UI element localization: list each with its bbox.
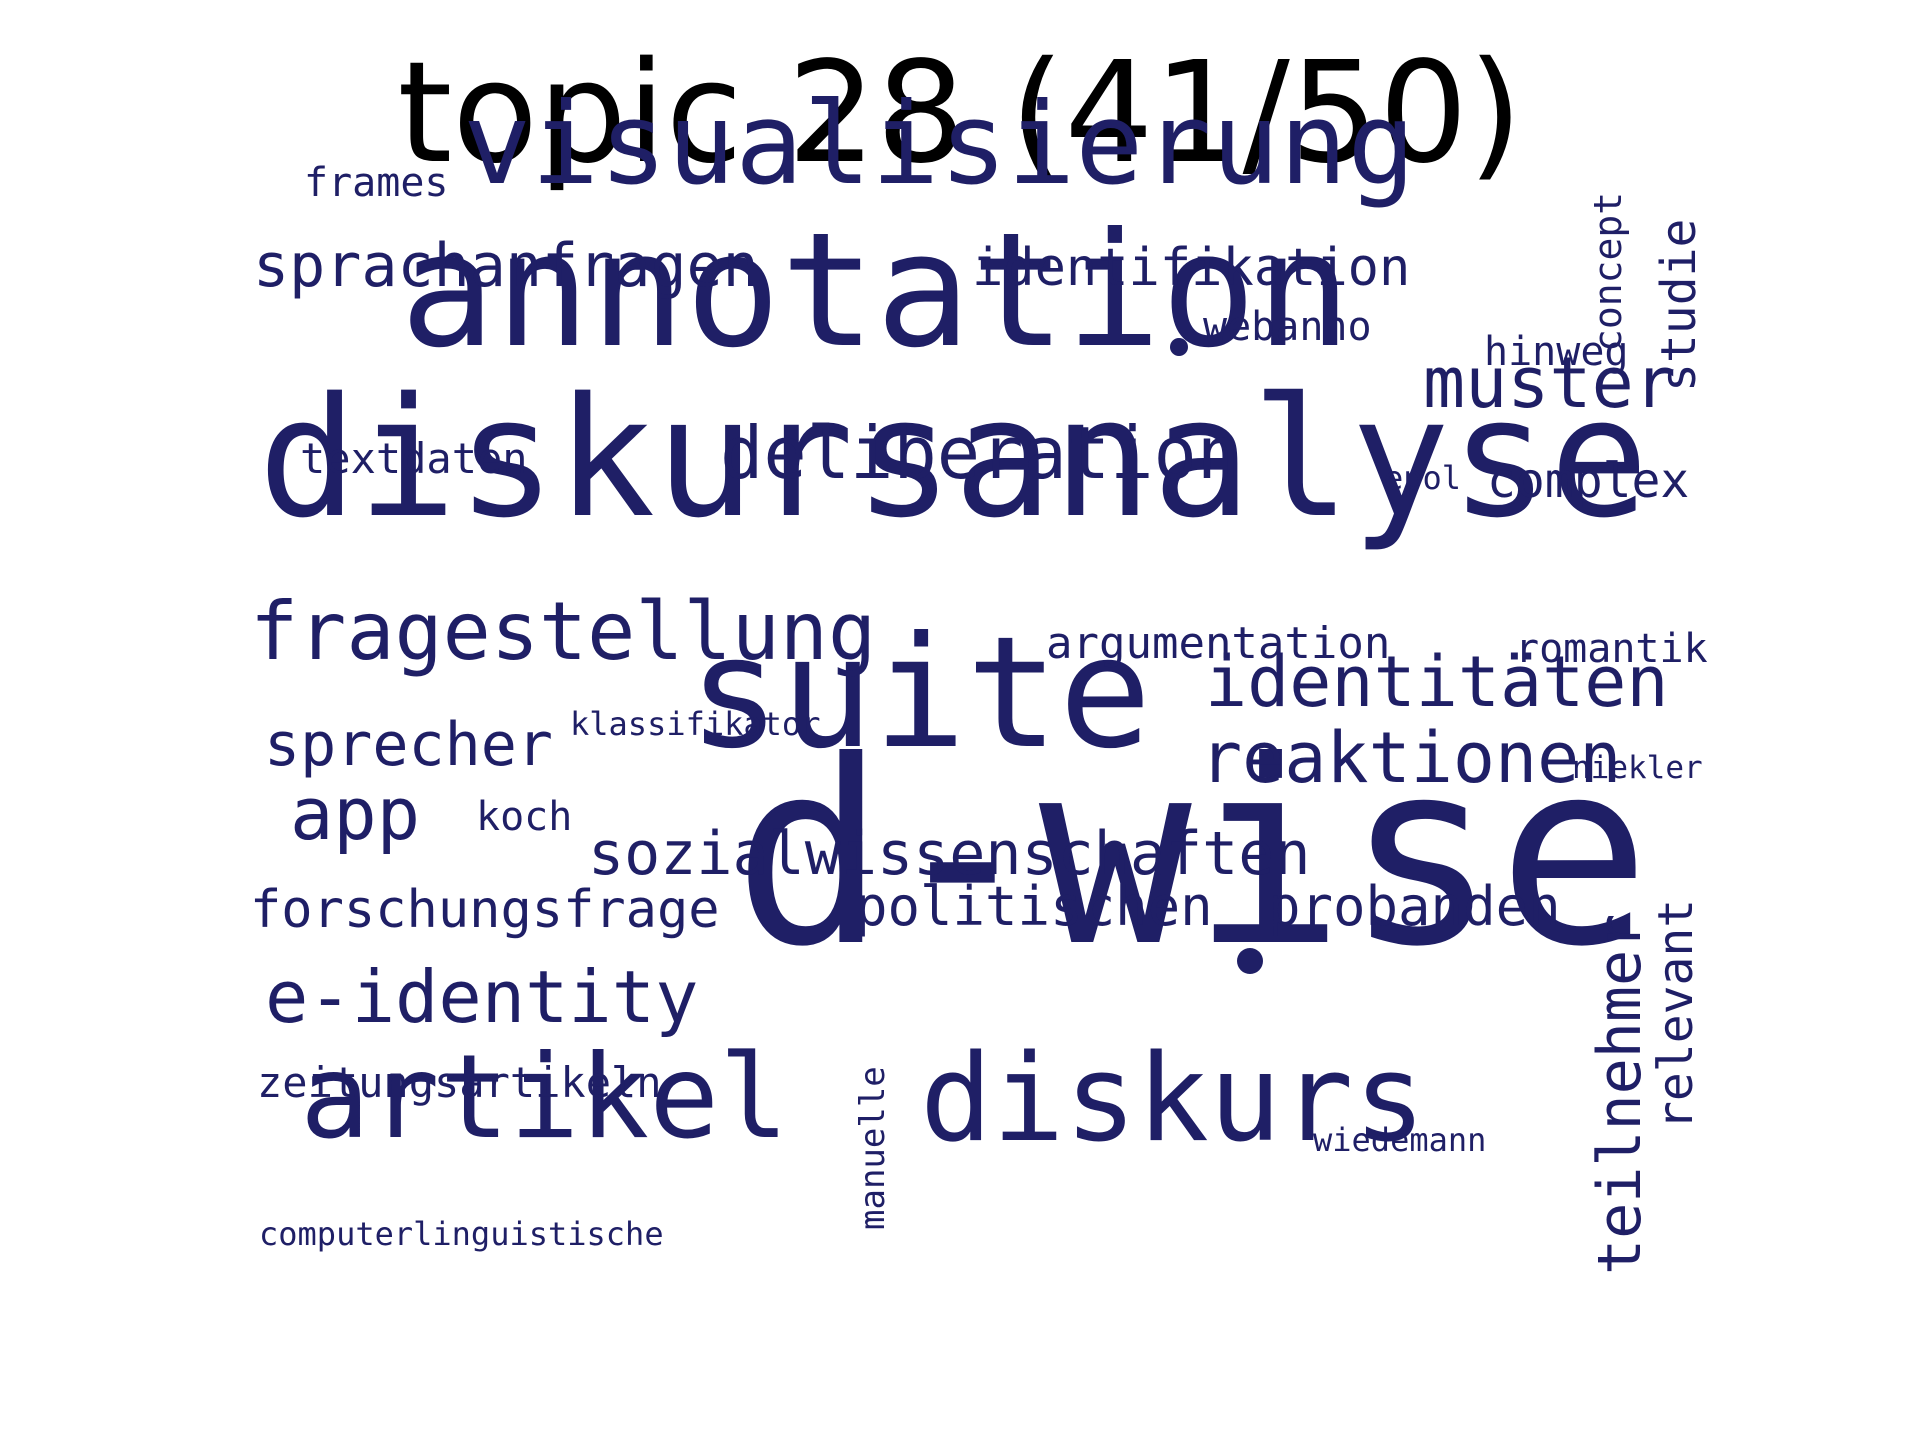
word-diskurs: diskurs bbox=[920, 1029, 1426, 1169]
word-sprachanfragen: sprachanfragen bbox=[253, 230, 759, 301]
word-frames: frames bbox=[304, 160, 449, 207]
word-fragestellung: fragestellung bbox=[250, 585, 877, 679]
word-zeitungsartikeln: zeitungsartikeln bbox=[257, 1057, 662, 1107]
word-klassifikator: klassifikator bbox=[570, 704, 821, 743]
decorative-dot-1 bbox=[1170, 338, 1188, 356]
word-e-identity: e-identity bbox=[265, 954, 699, 1039]
word-epol: epol bbox=[1384, 458, 1462, 497]
word-artikel: artikel bbox=[300, 1029, 789, 1165]
word-sozialwissenschaften: sozialwissenschaften bbox=[588, 818, 1311, 889]
word-forschungsfrage: forschungsfrage bbox=[250, 880, 720, 941]
figure-title: topic 28 (41/50) bbox=[397, 32, 1523, 195]
word-visualisierung: visualisierung bbox=[463, 78, 1416, 211]
word-sprecher: sprecher bbox=[264, 709, 553, 780]
word-studie: studie bbox=[1651, 218, 1707, 392]
word-relevant: relevant bbox=[1648, 898, 1704, 1130]
word-suite: suite bbox=[688, 603, 1152, 783]
word-identifikation: identifikation bbox=[972, 238, 1411, 299]
word-politischen: politischen bbox=[855, 874, 1213, 938]
word-probanden: probanden bbox=[1268, 874, 1561, 938]
word-reaktionen: reaktionen bbox=[1200, 716, 1622, 799]
word-webanno: webanno bbox=[1203, 304, 1372, 351]
word-textdaten: textdaten bbox=[300, 433, 528, 483]
word-app: app bbox=[290, 771, 421, 856]
word-koch: koch bbox=[476, 794, 573, 841]
word-deliberation: deliberation bbox=[720, 410, 1241, 495]
word-wiedemann: wiedemann bbox=[1313, 1120, 1487, 1159]
word-diskursanalyse: diskursanalyse bbox=[258, 361, 1649, 554]
word-teilnehmer: teilnehmer bbox=[1585, 913, 1655, 1275]
decorative-dot-2 bbox=[1237, 948, 1263, 974]
word-muster: muster bbox=[1423, 341, 1676, 424]
word-concept: concept bbox=[1586, 191, 1630, 352]
word-identitäten: identitäten bbox=[1205, 640, 1669, 723]
word-computerlinguistische: computerlinguistische bbox=[259, 1214, 664, 1253]
word-annotation: annotation bbox=[400, 199, 1352, 384]
word-niekler: niekler bbox=[1572, 749, 1703, 786]
word-manuelle: manuelle bbox=[853, 1066, 893, 1230]
word-argumentation: argumentation bbox=[1046, 617, 1391, 669]
word-romantik: romantik bbox=[1515, 626, 1708, 673]
word-hinweg: hinweg bbox=[1484, 329, 1629, 376]
word-complex: complex bbox=[1487, 452, 1690, 509]
word-d-wise: d-wise bbox=[733, 705, 1651, 1002]
